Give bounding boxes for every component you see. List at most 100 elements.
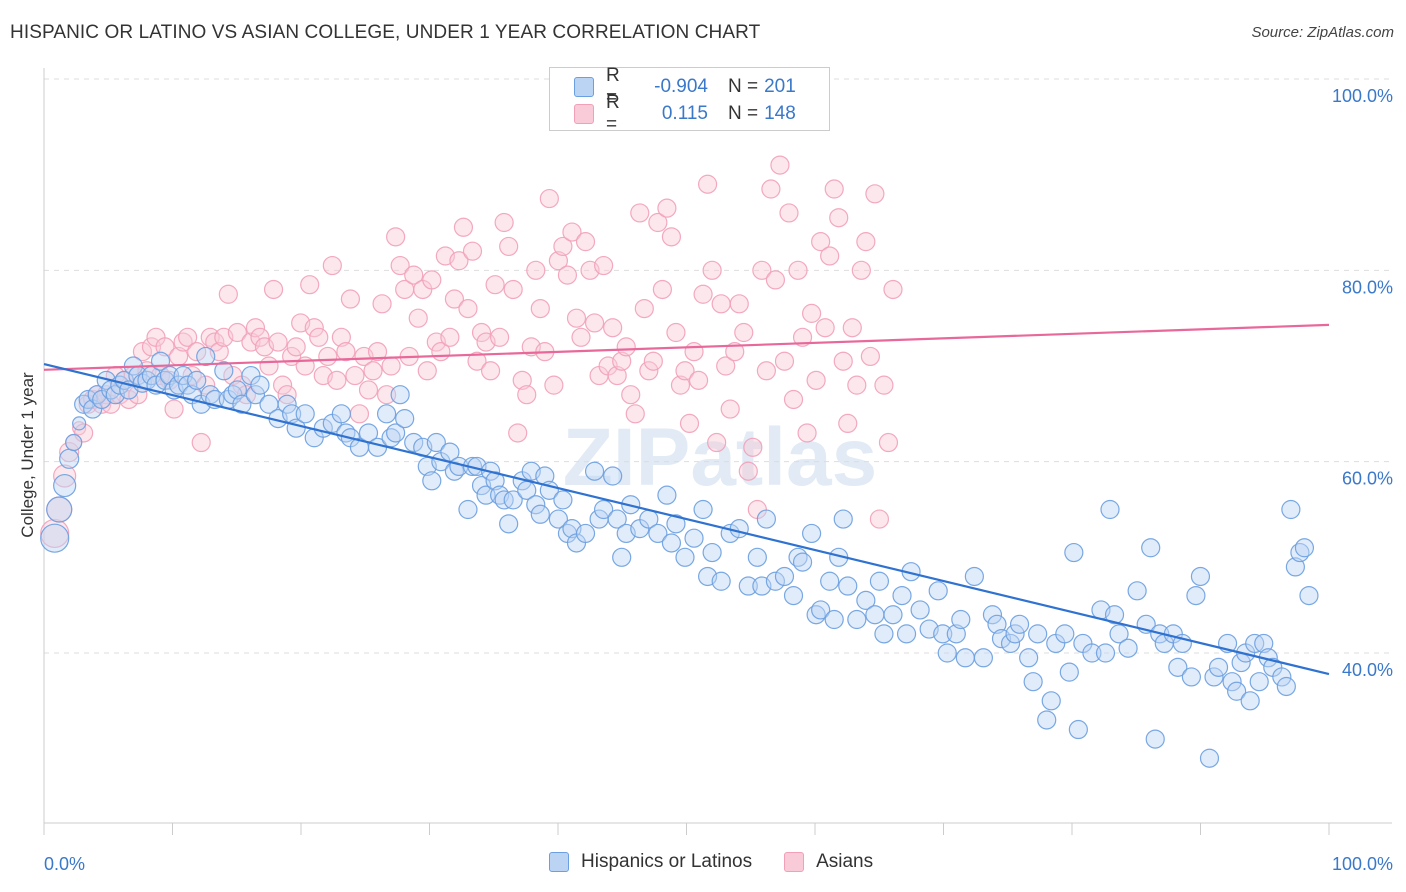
asian-point xyxy=(684,342,704,362)
asian-point xyxy=(376,385,397,405)
asian-point xyxy=(874,375,894,395)
asian-point xyxy=(792,327,813,347)
hispanic-point xyxy=(661,533,682,553)
hispanic-point xyxy=(1285,557,1305,577)
hispanic-point xyxy=(1222,672,1242,692)
hispanic-point xyxy=(1299,585,1319,606)
hispanic-point xyxy=(1019,648,1039,668)
hispanic-point xyxy=(612,547,632,567)
asian-point xyxy=(485,275,505,295)
hispanic-point xyxy=(684,528,704,548)
hispanic-point xyxy=(951,609,971,630)
asian-point xyxy=(698,174,718,194)
asian-point xyxy=(440,327,460,347)
hispanic-point xyxy=(1118,638,1138,658)
y-tick-label: 40.0% xyxy=(1342,660,1393,680)
asian-point xyxy=(286,337,306,357)
asian-point xyxy=(801,303,822,323)
asian-point xyxy=(309,327,329,347)
asian-point xyxy=(765,270,786,290)
asian-trend-line xyxy=(43,323,1330,371)
hispanic-point xyxy=(865,605,885,625)
hispanic-point xyxy=(964,566,984,587)
hispanic-point xyxy=(1037,710,1057,730)
asian-point xyxy=(639,361,659,381)
hispanic-point xyxy=(530,504,550,524)
hispanic-point xyxy=(824,609,844,630)
hispanic-point xyxy=(1100,499,1120,520)
asian-point xyxy=(417,361,437,381)
asian-point xyxy=(340,289,361,309)
asian-point xyxy=(494,212,514,233)
hispanic-point xyxy=(987,614,1007,634)
hispanic-point xyxy=(499,514,519,534)
asian-point xyxy=(512,370,532,390)
asian-point xyxy=(53,464,77,488)
asian-point xyxy=(634,299,654,319)
asian-point xyxy=(458,299,478,319)
hispanic-point xyxy=(1005,624,1025,644)
asian-point xyxy=(616,337,636,357)
hispanic-point xyxy=(946,624,966,644)
stats-legend: R = -0.904 N = 201 R = 0.115 N = 148 xyxy=(549,65,830,135)
asian-point xyxy=(444,289,465,309)
asian-point xyxy=(345,365,365,386)
hispanic-point xyxy=(603,466,623,486)
asian-point xyxy=(386,227,406,247)
hispanic-point xyxy=(331,404,351,424)
asian-point xyxy=(847,375,867,395)
hispanic-point xyxy=(40,523,70,553)
asian-point xyxy=(178,327,198,347)
asian-point xyxy=(738,461,758,481)
asian-point xyxy=(657,198,677,218)
asian-point xyxy=(625,404,645,424)
legend-item-asians[interactable]: Asians xyxy=(784,851,873,873)
hispanic-point xyxy=(1095,643,1116,663)
hispanic-point xyxy=(729,519,749,539)
hispanic-point xyxy=(65,433,83,452)
hispanic-point xyxy=(648,523,668,544)
asian-point xyxy=(205,332,225,352)
asian-point xyxy=(643,351,663,371)
hispanic-point xyxy=(1199,748,1220,768)
asian-point xyxy=(530,299,550,319)
hispanic-point xyxy=(178,375,198,395)
asian-point xyxy=(245,318,266,338)
hispanic-point xyxy=(1276,676,1296,697)
asian-point xyxy=(381,356,401,376)
hispanic-point xyxy=(1145,729,1165,749)
hispanic-point xyxy=(386,423,406,443)
asian-point xyxy=(865,184,885,204)
asian-point xyxy=(250,327,270,347)
asian-point xyxy=(503,279,523,300)
hispanic-point xyxy=(1254,633,1274,654)
asian-point xyxy=(612,351,632,371)
asian-point xyxy=(367,342,388,362)
asian-point xyxy=(227,322,247,343)
asian-point xyxy=(132,342,153,362)
asian-point xyxy=(811,232,831,252)
asian-point xyxy=(630,203,650,223)
legend-item-hispanics[interactable]: Hispanics or Latinos xyxy=(549,851,752,873)
hispanic-point xyxy=(1000,633,1021,654)
asian-point xyxy=(716,356,736,376)
n-label: N = xyxy=(728,76,759,97)
hispanic-point xyxy=(1109,624,1129,644)
asian-point xyxy=(842,318,862,338)
asian-point xyxy=(702,260,722,280)
asian-point xyxy=(548,251,569,271)
hispanic-point xyxy=(1082,643,1102,663)
hispanic-point xyxy=(187,370,207,390)
asian-point xyxy=(648,212,668,233)
asian-point xyxy=(869,509,890,529)
hispanic-point xyxy=(458,499,478,520)
hispanic-point xyxy=(1186,585,1206,606)
hispanic-point xyxy=(594,499,614,520)
asian-point xyxy=(607,365,627,386)
asian-point xyxy=(318,346,338,367)
asian-point xyxy=(774,351,795,371)
n-label: N = xyxy=(728,103,759,124)
asian-point xyxy=(770,155,790,175)
asian-point xyxy=(806,370,826,390)
stats-row-asian: R = 0.115 N = 148 xyxy=(550,92,796,135)
